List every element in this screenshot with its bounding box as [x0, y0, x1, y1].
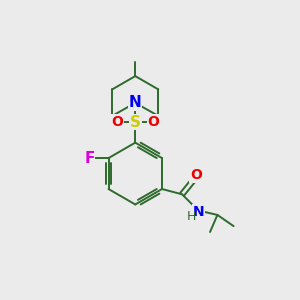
Text: S: S [130, 115, 141, 130]
Text: O: O [148, 115, 160, 129]
Text: N: N [129, 95, 142, 110]
Text: H: H [187, 211, 196, 224]
Text: O: O [190, 169, 202, 182]
Text: O: O [111, 115, 123, 129]
Text: F: F [84, 151, 94, 166]
Text: N: N [193, 205, 204, 219]
